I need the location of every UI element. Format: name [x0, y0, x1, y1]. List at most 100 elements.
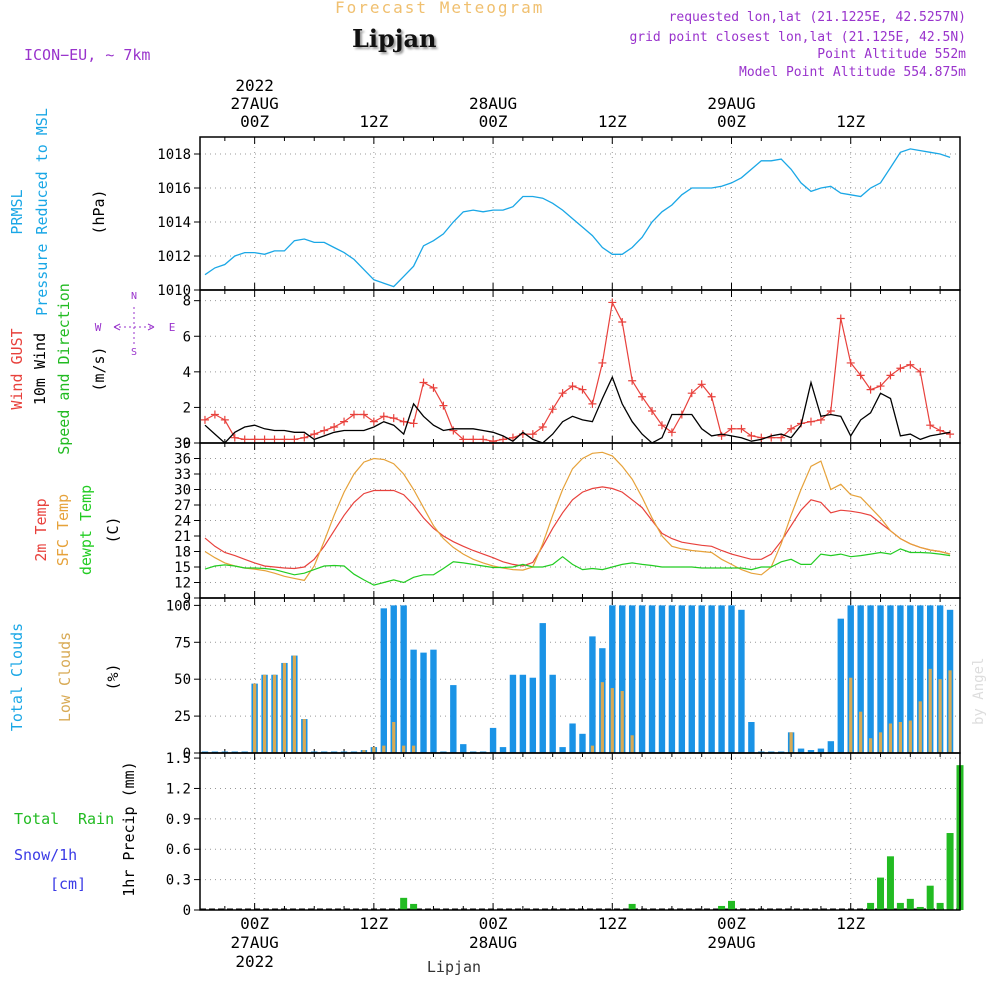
grid-point: grid point closest lon,lat (21.125E, 42.…	[629, 30, 966, 45]
total-clouds-bar	[450, 685, 457, 753]
precip-bar	[718, 905, 726, 910]
low-clouds-bar	[849, 677, 853, 753]
wind-gust-marker	[538, 422, 547, 431]
wind-gust-marker	[608, 298, 617, 307]
wind-gust-marker	[667, 428, 676, 437]
total-clouds-bar	[877, 605, 884, 753]
low-clouds-bar	[908, 720, 912, 753]
wind-gust-marker	[379, 412, 388, 421]
total-clouds-bar	[410, 649, 417, 753]
wind-gust-marker	[777, 433, 786, 442]
wind-gust-marker	[548, 405, 557, 414]
bottom-date-label: 28AUG	[469, 933, 517, 952]
compass-arrowheads	[113, 323, 155, 331]
total-clouds-bar	[549, 674, 556, 753]
temp-dewpt-axis-label: dewpt Temp	[77, 485, 95, 575]
total-clouds-axis-label: Total Clouds	[8, 623, 26, 731]
precip-bar	[867, 902, 875, 910]
wind-gust-marker	[946, 430, 955, 439]
wind-gust-marker	[866, 385, 875, 394]
pressure-panel-frame	[199, 136, 961, 291]
wind-gust-marker	[558, 389, 567, 398]
wind-gust-marker	[220, 415, 229, 424]
low-clouds-bar	[362, 750, 366, 753]
clouds-ytick-label: 50	[174, 672, 191, 688]
temp-ytick-label: 33	[174, 467, 191, 483]
clouds-ytick-label: 25	[174, 709, 191, 725]
wind-ytick-label: 0	[183, 436, 191, 452]
total-clouds-bar	[698, 605, 705, 753]
total-clouds-bar	[658, 605, 666, 753]
total-clouds-bar	[390, 605, 397, 753]
wind-gust-marker	[409, 419, 418, 428]
wind-gust-marker	[906, 360, 915, 369]
wind-ytick-label: 6	[183, 329, 191, 345]
total-clouds-bar	[907, 605, 914, 753]
total-clouds-bar	[797, 748, 805, 753]
low-clouds-bar	[888, 723, 893, 753]
bottom-hour-label: 12Z	[836, 914, 865, 933]
wind-gust-marker	[926, 421, 935, 430]
wind-gust-marker	[419, 378, 428, 387]
wind-gust-marker	[836, 314, 845, 323]
compass-east: E	[169, 321, 176, 334]
wind-gust-marker	[578, 385, 587, 394]
wind-gust-marker	[330, 422, 339, 431]
total-clouds-bar	[430, 649, 437, 753]
low-clouds-bar	[918, 701, 922, 753]
wind-gust-marker	[717, 431, 726, 440]
wind-gust-marker	[459, 435, 468, 444]
temp-ytick-label: 12	[174, 576, 191, 592]
total-clouds-bar	[738, 609, 745, 753]
wind-gust-marker	[320, 426, 329, 435]
low-clouds-bar	[272, 674, 277, 753]
precip-snow-unit-label: [cm]	[50, 875, 86, 893]
clouds-ytick-label: 0	[183, 746, 191, 762]
total-clouds-bar	[748, 722, 755, 753]
pressure-ytick-label: 1010	[157, 283, 191, 299]
total-clouds-bar	[569, 723, 576, 753]
total-clouds-bar	[688, 605, 695, 753]
bottom-hour-label: 00Z	[717, 914, 746, 933]
wind-speed-line	[204, 375, 951, 444]
low-clouds-bar	[411, 745, 416, 753]
total-clouds-bar	[619, 605, 626, 753]
wind-gust-marker	[568, 382, 577, 391]
total-clouds-bar	[460, 744, 467, 753]
top-hour-label: 12Z	[359, 112, 388, 131]
wind-gust-marker	[349, 410, 358, 419]
low-clouds-bar	[382, 745, 386, 753]
bottom-hour-label: 00Z	[240, 914, 269, 933]
low-clouds-bar	[600, 682, 604, 753]
wind-ytick-label: 8	[183, 294, 191, 310]
top-date-label: 29AUG	[707, 94, 755, 113]
point-altitude: Point Altitude 552m	[817, 47, 966, 62]
temp-sfc-line	[204, 451, 951, 582]
precip-bar	[936, 902, 944, 910]
wind-gust-marker	[707, 392, 716, 401]
low-clouds-bar	[630, 735, 634, 753]
prmsl-line	[204, 148, 951, 288]
wind-gust-marker	[816, 415, 825, 424]
low-clouds-bar	[590, 745, 595, 753]
total-clouds-bar	[559, 747, 566, 753]
total-clouds-bar	[887, 605, 894, 753]
top-hour-label: 12Z	[598, 112, 627, 131]
top-hour-label: 00Z	[717, 112, 746, 131]
temp-2m-line	[204, 486, 951, 570]
wind-gust-marker	[210, 410, 219, 419]
location-title: Lipjan	[352, 24, 437, 53]
wind-gust-marker	[747, 431, 756, 440]
wind-direction-axis-label: Speed and Direction	[55, 283, 73, 455]
low-clouds-bar	[262, 674, 267, 753]
wind-gust-marker	[767, 433, 776, 442]
total-clouds-bar	[817, 748, 825, 753]
wind-gust-axis-label: Wind GUST	[8, 328, 26, 409]
precip-ytick-label: 1.2	[166, 781, 191, 797]
top-year-label: 2022	[235, 76, 274, 95]
total-clouds-bar	[837, 618, 844, 753]
precip-bar	[400, 897, 408, 910]
total-clouds-bar	[589, 636, 596, 753]
total-clouds-bar	[609, 605, 616, 753]
